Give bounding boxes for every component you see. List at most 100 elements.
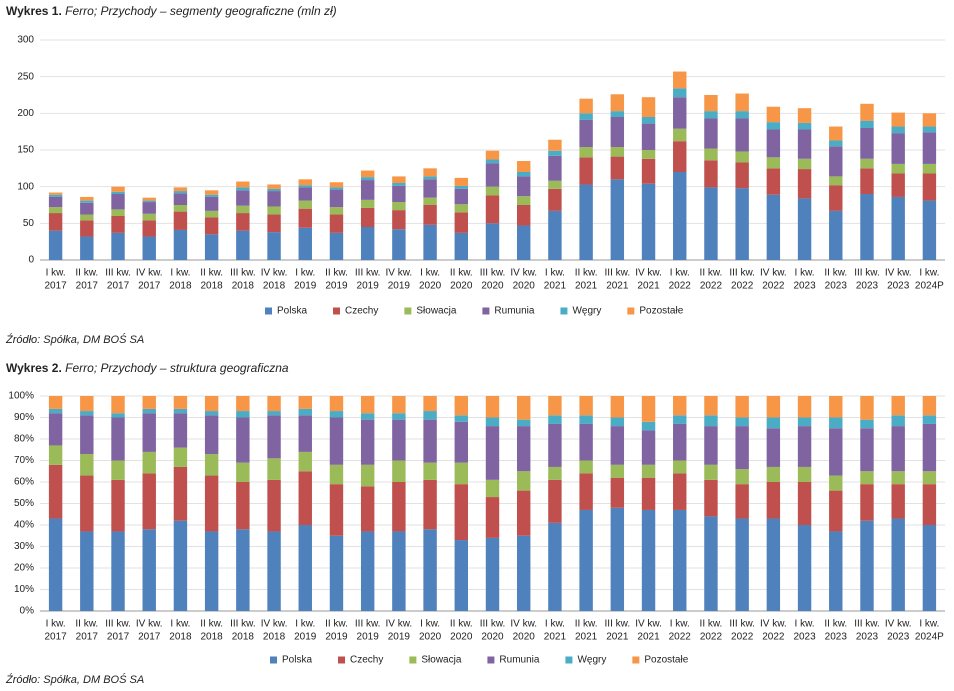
bar-segment <box>641 150 656 159</box>
bar-segment <box>298 471 312 525</box>
bar-segment <box>610 111 625 117</box>
bar-segment <box>454 204 469 213</box>
bar-segment <box>922 126 937 133</box>
bar-segment <box>48 464 63 519</box>
x-tick-label: I kw. <box>795 268 815 279</box>
bar-segment <box>392 210 406 230</box>
bar-segment <box>766 466 781 482</box>
bar-segment <box>485 417 500 427</box>
bar-segment <box>704 479 718 517</box>
bar-segment <box>454 177 469 186</box>
x-tick-label: 2023 <box>793 632 816 643</box>
bar-segment <box>423 224 437 260</box>
bar-segment <box>392 229 406 260</box>
legend-label: Węgry <box>577 655 606 666</box>
x-tick-label: 2021 <box>544 281 567 292</box>
bar-segment <box>236 411 250 418</box>
bar-segment <box>423 411 437 420</box>
bar-segment <box>267 188 281 192</box>
bar-segment <box>48 207 63 214</box>
bar-segment <box>829 210 843 260</box>
legend-swatch <box>409 656 417 664</box>
bar-segment <box>891 163 905 174</box>
bar-segment <box>329 484 344 536</box>
bar-segment <box>173 191 188 194</box>
bar-segment <box>704 187 718 260</box>
x-tick-label: 2023 <box>887 632 910 643</box>
x-tick-label: I kw. <box>795 619 815 630</box>
x-tick-label: 2024P <box>915 632 944 643</box>
bar-segment <box>173 187 188 192</box>
bar-segment <box>891 126 905 134</box>
bar-segment <box>610 147 625 157</box>
x-tick-label: IV kw. <box>885 619 912 630</box>
x-tick-label: IV kw. <box>510 268 537 279</box>
bar-segment <box>329 187 344 190</box>
x-tick-label: 2023 <box>856 281 879 292</box>
bar-segment <box>891 471 905 485</box>
x-tick-label: I kw. <box>46 619 66 630</box>
bar-segment <box>392 419 406 461</box>
y-tick-label: 60% <box>14 477 34 488</box>
x-tick-label: IV kw. <box>885 268 912 279</box>
bar-segment <box>329 207 344 215</box>
legend-label: Czechy <box>345 306 378 317</box>
x-tick-label: 2023 <box>825 632 848 643</box>
x-tick-label: III kw. <box>480 619 506 630</box>
bar-segment <box>173 205 188 212</box>
bar-segment <box>454 484 469 541</box>
bar-segment <box>610 156 625 180</box>
bar-segment <box>579 509 593 611</box>
x-tick-label: I kw. <box>170 268 190 279</box>
bar-segment <box>579 157 593 185</box>
bar-segment <box>329 464 344 485</box>
bar-segment <box>797 417 812 427</box>
bar-segment <box>516 419 531 427</box>
bar-segment <box>891 173 905 197</box>
bar-segment <box>548 415 562 424</box>
x-tick-label: IV kw. <box>261 268 288 279</box>
bar-segment <box>423 205 437 225</box>
bar-segment <box>298 200 312 209</box>
legend-label: Czechy <box>350 655 383 666</box>
bar-segment <box>485 223 500 260</box>
bar-segment <box>360 419 375 465</box>
x-tick-label: I kw. <box>545 619 565 630</box>
bar-segment <box>797 482 812 525</box>
bar-segment <box>111 413 125 418</box>
bar-segment <box>673 128 687 142</box>
bar-segment <box>548 466 562 480</box>
bar-segment <box>766 428 781 467</box>
x-tick-label: 2019 <box>357 281 380 292</box>
x-tick-label: III kw. <box>729 619 755 630</box>
bar-segment <box>360 531 375 611</box>
bar-segment <box>329 417 344 465</box>
y-tick-label: 90% <box>14 412 34 423</box>
bar-segment <box>423 529 437 611</box>
x-tick-label: 2017 <box>44 281 67 292</box>
bar-segment <box>548 150 562 156</box>
legend-label: Słowacja <box>416 306 456 317</box>
bar-segment <box>641 464 656 478</box>
bar-segment <box>735 111 749 119</box>
x-tick-label: II kw. <box>200 268 223 279</box>
bar-segment <box>392 183 406 186</box>
bar-segment <box>173 413 188 448</box>
bar-segment <box>267 415 281 459</box>
y-tick-label: 50 <box>23 218 35 229</box>
bar-segment <box>673 473 687 510</box>
bar-segment <box>236 190 250 206</box>
bar-segment <box>360 396 375 414</box>
y-tick-label: 100 <box>17 181 34 192</box>
bar-segment <box>485 396 500 418</box>
bar-segment <box>173 408 188 414</box>
x-tick-label: IV kw. <box>635 619 662 630</box>
x-tick-label: 2017 <box>76 632 99 643</box>
bar-segment <box>829 428 843 476</box>
bar-segment <box>454 421 469 463</box>
bar-segment <box>829 126 843 141</box>
bar-segment <box>142 451 156 474</box>
bar-segment <box>204 411 219 416</box>
bar-segment <box>579 473 593 510</box>
